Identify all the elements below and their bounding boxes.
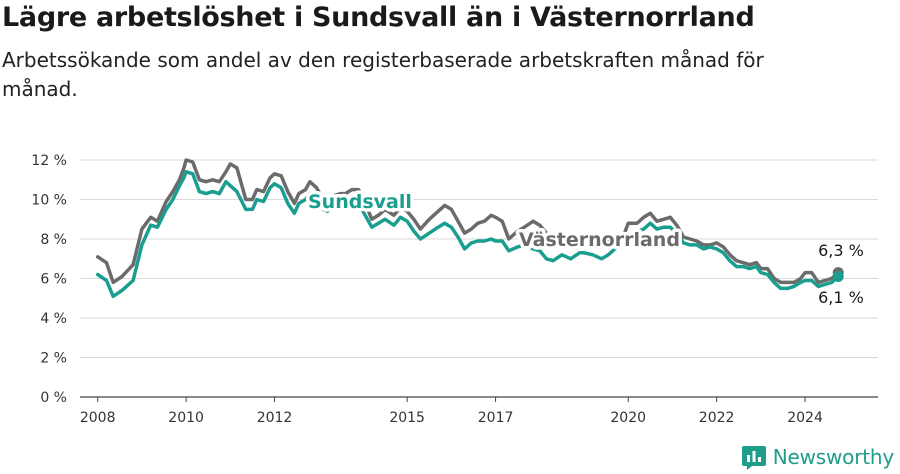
brand-name: Newsworthy xyxy=(772,445,894,469)
y-tick-label: 6 % xyxy=(40,272,67,288)
y-tick-label: 4 % xyxy=(40,311,67,327)
series-label-sundsvall: Sundsvall xyxy=(308,191,412,213)
y-tick-label: 12 % xyxy=(31,153,67,169)
x-tick-label: 2022 xyxy=(699,410,735,426)
y-tick-label: 2 % xyxy=(40,351,67,367)
x-tick-label: 2020 xyxy=(610,410,646,426)
series-line-västernorrland xyxy=(95,158,840,285)
end-point-sundsvall xyxy=(832,271,844,283)
x-tick-label: 2010 xyxy=(168,410,204,426)
x-tick-label: 2012 xyxy=(257,410,293,426)
y-tick-label: 0 % xyxy=(40,390,67,406)
series-lines xyxy=(95,158,840,299)
newsworthy-brand[interactable]: Newsworthy xyxy=(741,444,894,470)
chart-title: Lägre arbetslöshet i Sundsvall än i Väst… xyxy=(2,2,755,33)
end-label-vasternorrland: 6,3 % xyxy=(818,241,864,260)
y-axis: 0 % 2 % 4 % 6 % 8 % 10 % 12 % xyxy=(31,153,67,406)
y-tick-label: 10 % xyxy=(31,193,67,209)
x-tick-label: 2015 xyxy=(389,410,425,426)
newsworthy-logo-icon xyxy=(741,446,766,470)
x-tick-label: 2024 xyxy=(787,410,823,426)
series-line-sundsvall xyxy=(95,170,840,299)
x-tick-label: 2017 xyxy=(478,410,514,426)
x-tick-label: 2008 xyxy=(80,410,116,426)
series-labels: Sundsvall Västernorrland 6,3 % 6,1 % xyxy=(305,188,866,310)
chart-subtitle: Arbetssökande som andel av den registerb… xyxy=(2,48,764,101)
series-label-vasternorrland: Västernorrland xyxy=(519,229,680,251)
end-label-sundsvall: 6,1 % xyxy=(818,288,864,307)
x-axis: 2008 2010 2012 2015 2017 2020 2022 2024 xyxy=(80,397,823,426)
y-tick-label: 8 % xyxy=(40,232,67,248)
gridlines xyxy=(80,159,878,398)
